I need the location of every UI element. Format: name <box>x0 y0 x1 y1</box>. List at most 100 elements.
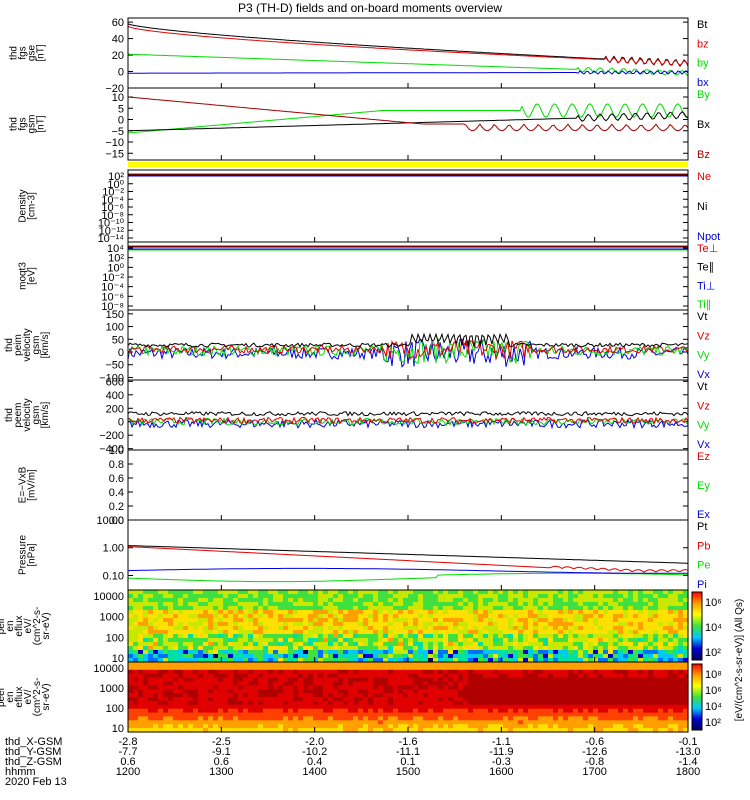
spectrogram-cell <box>493 665 499 671</box>
spectrogram-cell <box>313 594 319 599</box>
spectrogram-cell <box>173 720 179 725</box>
spectrogram-cell <box>553 642 559 647</box>
spectrogram-cell <box>283 630 289 635</box>
spectrogram-cell <box>608 590 614 595</box>
spectrogram-cell <box>553 728 559 733</box>
spectrogram-cell <box>318 630 324 635</box>
spectrogram-cell <box>643 693 649 698</box>
spectrogram-cell <box>243 634 249 639</box>
spectrogram-cell <box>403 638 409 643</box>
spectrogram-cell <box>518 590 524 595</box>
spectrogram-cell <box>678 685 684 690</box>
spectrogram-cell <box>558 708 564 714</box>
spectrogram-cell <box>643 650 649 655</box>
spectrogram-cell <box>268 606 274 611</box>
spectrogram-cell <box>208 689 214 694</box>
spectrogram-cell <box>323 598 329 603</box>
spectrogram-cell <box>248 677 254 683</box>
spectrogram-cell <box>388 673 394 679</box>
spectrogram-cell <box>413 685 419 690</box>
spectrogram-cell <box>398 669 404 675</box>
spectrogram-cell <box>663 614 669 619</box>
spectrogram-cell <box>498 618 504 623</box>
spectrogram-cell <box>188 650 194 655</box>
spectrogram-cell <box>338 638 344 643</box>
spectrogram-cell <box>683 650 689 655</box>
spectrogram-cell <box>538 610 544 615</box>
spectrogram-cell <box>673 610 679 615</box>
spectrogram-cell <box>403 646 409 651</box>
spectrogram-cell <box>668 724 674 729</box>
spectrogram-cell <box>378 626 384 631</box>
spectrogram-cell <box>623 673 629 679</box>
spectrogram-cell <box>478 630 484 635</box>
spectrogram-cell <box>548 681 554 686</box>
spectrogram-cell <box>438 669 444 675</box>
spectrogram-cell <box>618 654 624 659</box>
spectrogram-cell <box>313 681 319 686</box>
spectrogram-cell <box>673 700 679 706</box>
spectrogram-cell <box>463 606 469 611</box>
spectrogram-cell <box>168 658 174 663</box>
spectrogram-cell <box>618 704 624 710</box>
spectrogram-cell <box>638 610 644 615</box>
spectrogram-cell <box>493 700 499 706</box>
spectrogram-cell <box>163 677 169 683</box>
spectrogram-cell <box>593 614 599 619</box>
spectrogram-cell <box>473 689 479 694</box>
spectrogram-cell <box>173 669 179 675</box>
spectrogram-cell <box>558 602 564 607</box>
spectrogram-cell <box>623 720 629 725</box>
spectrogram-cell <box>298 622 304 627</box>
spectrogram-cell <box>243 681 249 686</box>
spectrogram-cell <box>253 681 259 686</box>
spectrogram-cell <box>208 665 214 671</box>
spectrogram-cell <box>563 626 569 631</box>
spectrogram-cell <box>673 590 679 595</box>
spectrogram-cell <box>178 700 184 706</box>
spectrogram-cell <box>238 614 244 619</box>
spectrogram-cell <box>153 673 159 679</box>
spectrogram-cell <box>263 654 269 659</box>
spectrogram-cell <box>268 704 274 710</box>
spectrogram-cell <box>218 590 224 595</box>
spectrogram-cell <box>653 642 659 647</box>
spectrogram-cell <box>428 638 434 643</box>
spectrogram-cell <box>188 626 194 631</box>
legend-pressure-3: Pi <box>697 579 707 591</box>
spectrogram-cell <box>383 665 389 671</box>
spectrogram-cell <box>423 720 429 725</box>
spectrogram-cell <box>468 662 474 667</box>
spectrogram-cell <box>653 704 659 710</box>
spectrogram-cell <box>378 685 384 690</box>
spectrogram-cell <box>608 712 614 718</box>
spectrogram-cell <box>243 704 249 710</box>
spectrogram-cell <box>203 673 209 679</box>
spectrogram-cell <box>588 685 594 690</box>
spectrogram-cell <box>513 669 519 675</box>
spectrogram-cell <box>173 712 179 718</box>
spectrogram-cell <box>328 700 334 706</box>
spectrogram-cell <box>343 716 349 721</box>
spectrogram-cell <box>453 614 459 619</box>
spectrogram-cell <box>188 618 194 623</box>
spectrogram-cell <box>658 662 664 667</box>
spectrogram-cell <box>358 650 364 655</box>
spectrogram-cell <box>608 716 614 721</box>
spectrogram-cell <box>238 618 244 623</box>
spectrogram-cell <box>543 638 549 643</box>
spectrogram-cell <box>643 716 649 721</box>
spectrogram-cell <box>198 610 204 615</box>
spectrogram-cell <box>458 700 464 706</box>
spectrogram-cell <box>608 704 614 710</box>
spectrogram-cell <box>638 681 644 686</box>
spectrogram-cell <box>458 614 464 619</box>
spectrogram-cell <box>258 594 264 599</box>
spectrogram-cell <box>128 590 134 595</box>
spectrogram-cell <box>518 614 524 619</box>
spectrogram-cell <box>183 618 189 623</box>
spectrogram-cell <box>628 669 634 675</box>
spectrogram-cell <box>213 665 219 671</box>
spectrogram-cell <box>163 681 169 686</box>
spectrogram-cell <box>458 681 464 686</box>
